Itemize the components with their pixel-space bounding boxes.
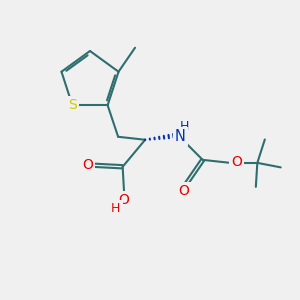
Text: S: S	[68, 98, 77, 112]
Text: H: H	[111, 202, 120, 215]
Text: H: H	[179, 120, 189, 133]
Text: N: N	[175, 129, 186, 144]
Text: O: O	[232, 155, 242, 169]
Text: O: O	[119, 193, 130, 207]
Text: O: O	[82, 158, 93, 172]
Text: O: O	[178, 184, 189, 198]
